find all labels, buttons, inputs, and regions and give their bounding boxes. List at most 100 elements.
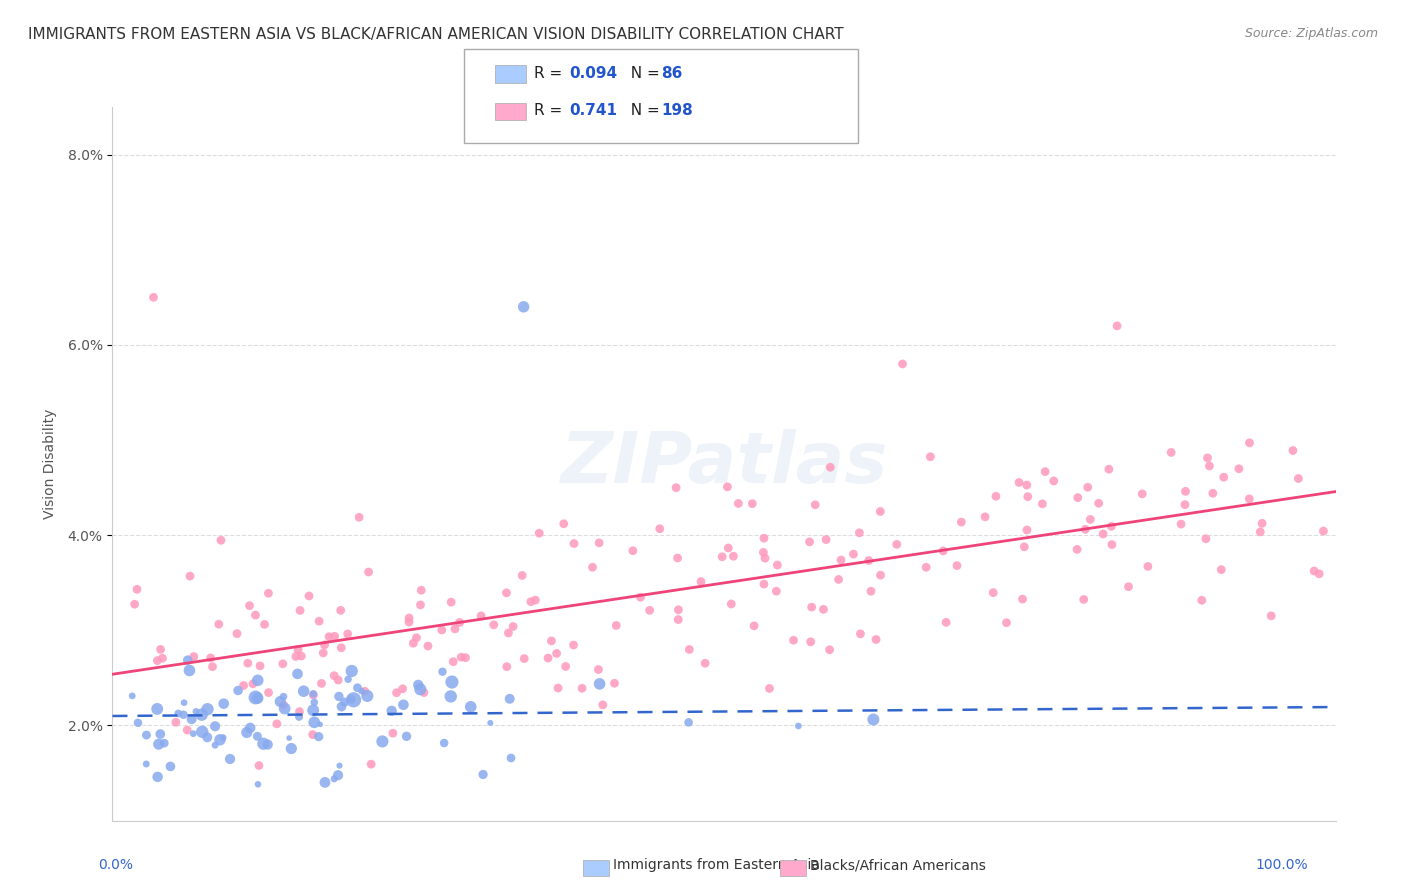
Point	[278, 731, 301, 745]
Point	[723, 549, 745, 564]
Point	[1008, 475, 1031, 490]
Point	[1239, 435, 1261, 450]
Point	[209, 533, 232, 548]
Point	[1067, 491, 1090, 505]
Point	[356, 689, 378, 703]
Text: 0.0%: 0.0%	[98, 858, 134, 872]
Point	[253, 617, 276, 632]
Point	[406, 678, 429, 692]
Point	[1077, 480, 1099, 494]
Point	[1074, 522, 1097, 536]
Point	[1212, 470, 1234, 484]
Text: 100.0%: 100.0%	[1256, 858, 1308, 872]
Point	[588, 663, 610, 677]
Text: N =: N =	[621, 103, 665, 118]
Point	[333, 695, 356, 709]
Point	[621, 543, 644, 558]
Point	[482, 617, 505, 632]
Point	[357, 565, 380, 579]
Point	[512, 300, 534, 314]
Point	[249, 659, 271, 673]
Point	[323, 668, 346, 682]
Point	[165, 715, 187, 730]
Point	[1195, 532, 1218, 546]
Point	[273, 698, 295, 712]
Point	[441, 655, 464, 669]
Point	[381, 704, 404, 718]
Point	[827, 573, 849, 587]
Point	[302, 703, 325, 717]
Point	[1092, 527, 1115, 541]
Point	[758, 681, 780, 696]
Point	[849, 627, 872, 641]
Point	[247, 758, 270, 772]
Point	[328, 673, 350, 687]
Point	[287, 642, 309, 657]
Point	[742, 619, 765, 633]
Point	[1136, 559, 1159, 574]
Point	[932, 544, 955, 558]
Point	[179, 569, 201, 583]
Point	[236, 725, 259, 739]
Point	[173, 696, 195, 710]
Text: R =: R =	[534, 103, 568, 118]
Point	[208, 617, 231, 632]
Point	[1087, 496, 1109, 510]
Point	[470, 608, 492, 623]
Point	[149, 642, 172, 657]
Point	[588, 677, 610, 691]
Point	[177, 653, 200, 667]
Point	[1174, 498, 1197, 512]
Point	[510, 568, 533, 582]
Point	[312, 646, 335, 660]
Point	[288, 710, 311, 724]
Point	[246, 691, 269, 706]
Point	[752, 545, 775, 559]
Point	[176, 723, 198, 738]
Point	[799, 534, 821, 549]
Text: N =: N =	[621, 66, 665, 80]
Point	[257, 586, 280, 600]
Point	[1202, 486, 1225, 500]
Point	[135, 728, 157, 742]
Point	[326, 768, 349, 782]
Point	[886, 537, 908, 551]
Point	[581, 560, 603, 574]
Point	[813, 602, 835, 616]
Point	[537, 651, 560, 665]
Point	[323, 772, 346, 786]
Point	[717, 541, 740, 555]
Point	[337, 673, 360, 687]
Point	[915, 560, 938, 574]
Point	[413, 685, 436, 699]
Text: 198: 198	[661, 103, 693, 118]
Point	[711, 549, 734, 564]
Point	[1101, 538, 1123, 552]
Point	[135, 756, 157, 771]
Point	[499, 691, 522, 706]
Text: 0.741: 0.741	[569, 103, 617, 118]
Point	[290, 648, 312, 663]
Point	[752, 577, 775, 591]
Point	[1017, 490, 1039, 504]
Point	[800, 600, 823, 615]
Text: Source: ZipAtlas.com: Source: ZipAtlas.com	[1244, 27, 1378, 40]
Point	[605, 618, 627, 632]
Point	[288, 705, 311, 719]
Point	[668, 603, 690, 617]
Point	[409, 598, 432, 612]
Point	[340, 664, 363, 678]
Point	[385, 686, 408, 700]
Point	[529, 526, 551, 541]
Point	[318, 630, 340, 644]
Point	[398, 611, 420, 625]
Point	[184, 705, 207, 719]
Point	[360, 757, 382, 772]
Point	[302, 688, 325, 702]
Point	[716, 480, 738, 494]
Point	[197, 702, 219, 716]
Point	[1015, 478, 1038, 492]
Text: ZIPatlas: ZIPatlas	[561, 429, 887, 499]
Point	[271, 657, 294, 671]
Point	[201, 659, 224, 673]
